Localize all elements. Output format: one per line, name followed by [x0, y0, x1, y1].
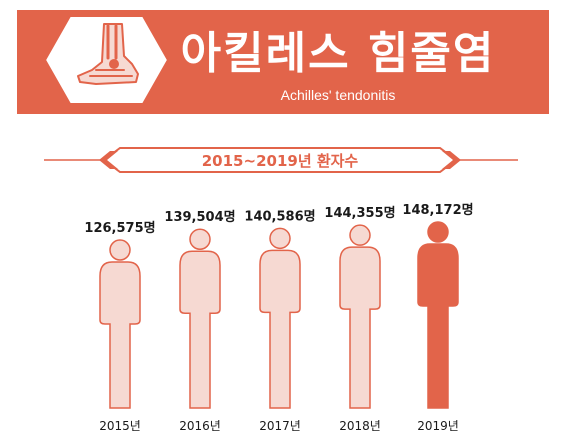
figure-head	[349, 224, 371, 246]
figure-head	[189, 228, 211, 250]
data-label: 126,575명	[84, 220, 155, 236]
figure-body	[339, 246, 381, 409]
x-tick-label: 2017년	[259, 419, 301, 433]
ankle-foot-icon	[77, 23, 139, 85]
data-label: 144,355명	[324, 205, 395, 221]
patient-figure-bar	[417, 221, 459, 409]
banner-subtitle: Achilles' tendonitis	[281, 87, 396, 103]
figure-head	[427, 221, 449, 243]
patient-figure-bar	[339, 224, 381, 409]
header-banner: 아킬레스 힘줄염 Achilles' tendonitis	[17, 10, 549, 114]
patient-figure-bar	[99, 239, 141, 409]
data-label: 140,586명	[244, 208, 315, 224]
section-heading: 2015~2019년 환자수	[202, 152, 359, 170]
x-tick-label: 2019년	[417, 419, 459, 433]
figure-body	[99, 261, 141, 409]
ribbon-left-arrow	[99, 151, 118, 169]
figure-body	[179, 250, 221, 409]
x-tick-label: 2018년	[339, 419, 381, 433]
banner-title: 아킬레스 힘줄염	[181, 28, 496, 79]
section-heading-ribbon: 2015~2019년 환자수	[44, 147, 518, 173]
data-label: 139,504명	[164, 209, 235, 225]
x-tick-label: 2015년	[99, 419, 141, 433]
figure-head	[109, 239, 131, 261]
ribbon-right-arrow	[442, 151, 461, 169]
patient-figure-bar	[259, 227, 301, 409]
x-tick-label: 2016년	[179, 419, 221, 433]
data-label: 148,172명	[402, 202, 473, 218]
patient-figure-bar	[179, 228, 221, 409]
figure-body	[259, 249, 301, 409]
figure-head	[269, 227, 291, 250]
figure-body	[417, 243, 459, 409]
